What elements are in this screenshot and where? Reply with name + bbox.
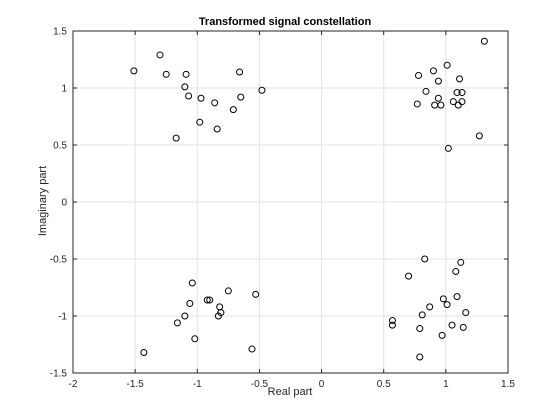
- data-point: [162, 70, 170, 78]
- x-tick-label: -1: [193, 379, 202, 390]
- y-tick-label: 1.5: [53, 27, 67, 38]
- data-point: [438, 331, 446, 339]
- data-point: [422, 87, 430, 95]
- data-point: [156, 51, 164, 59]
- data-point: [224, 287, 232, 295]
- data-point: [191, 335, 199, 343]
- x-tick-label: 1.5: [501, 379, 515, 390]
- data-point: [434, 77, 442, 85]
- data-point: [458, 89, 466, 97]
- data-point: [188, 279, 196, 287]
- data-point: [196, 118, 204, 126]
- data-point: [211, 99, 219, 107]
- data-point: [236, 68, 244, 76]
- data-point: [439, 295, 447, 303]
- data-point: [459, 323, 467, 331]
- data-point: [458, 98, 466, 106]
- x-tick-labels: -2 -1.5 -1 -0.5 0 0.5 1 1.5: [69, 379, 516, 390]
- y-tick-label: -1.5: [50, 369, 68, 380]
- x-tick-label: -1.5: [127, 379, 145, 390]
- data-point: [456, 75, 464, 83]
- data-point: [237, 93, 245, 101]
- data-point: [457, 258, 465, 266]
- data-point: [388, 317, 396, 325]
- x-tick-label: 1: [443, 379, 449, 390]
- data-point: [452, 268, 460, 276]
- data-point: [206, 296, 214, 304]
- data-point: [453, 293, 461, 301]
- data-point: [413, 100, 421, 108]
- data-point: [415, 71, 423, 79]
- x-axis-label: Real part: [268, 386, 313, 398]
- data-point: [185, 92, 193, 100]
- data-point: [475, 132, 483, 140]
- data-point: [252, 290, 260, 298]
- data-point: [197, 94, 205, 102]
- data-point: [186, 299, 194, 307]
- data-point: [418, 311, 426, 319]
- data-point: [462, 309, 470, 317]
- x-tick-label: 0: [319, 379, 325, 390]
- chart-title: Transformed signal constellation: [199, 16, 372, 28]
- data-point: [437, 101, 445, 109]
- data-point: [181, 83, 189, 91]
- data-point: [213, 125, 221, 133]
- data-point: [172, 134, 180, 142]
- y-tick-label: 0.5: [53, 141, 67, 152]
- data-point: [416, 325, 424, 333]
- data-point: [214, 312, 222, 320]
- data-point: [421, 255, 429, 263]
- data-point: [448, 321, 456, 329]
- data-points: [130, 37, 488, 361]
- data-point: [443, 301, 451, 309]
- data-point: [173, 319, 181, 327]
- y-tick-label: 0: [61, 198, 67, 209]
- data-point: [229, 106, 237, 114]
- y-tick-label: 1: [61, 84, 67, 95]
- data-point: [182, 70, 190, 78]
- grid: [73, 31, 508, 373]
- data-point: [258, 86, 266, 94]
- data-point: [449, 98, 457, 106]
- data-point: [140, 348, 148, 356]
- y-tick-label: -1: [58, 312, 67, 323]
- data-point: [444, 144, 452, 152]
- x-tick-label: -0.5: [251, 379, 269, 390]
- y-axis-label: Imaginary part: [37, 166, 49, 236]
- axes: [72, 30, 509, 374]
- data-point: [429, 67, 437, 75]
- data-point: [203, 296, 211, 304]
- data-point: [181, 312, 189, 320]
- data-point: [480, 37, 488, 45]
- data-point: [453, 89, 461, 97]
- x-tick-label: -2: [69, 379, 78, 390]
- data-point: [388, 321, 396, 329]
- data-point: [248, 345, 256, 353]
- data-point: [416, 353, 424, 361]
- y-tick-labels: -1.5 -1 -0.5 0 0.5 1 1.5: [50, 27, 68, 380]
- x-tick-label: 0.5: [377, 379, 391, 390]
- data-point: [434, 94, 442, 102]
- data-point: [426, 303, 434, 311]
- data-point: [405, 272, 413, 280]
- y-tick-label: -0.5: [50, 255, 68, 266]
- data-point: [130, 67, 138, 75]
- data-point: [443, 61, 451, 69]
